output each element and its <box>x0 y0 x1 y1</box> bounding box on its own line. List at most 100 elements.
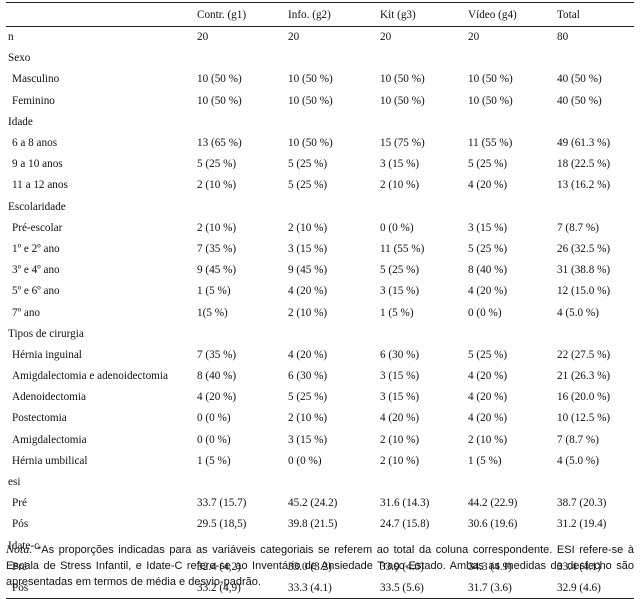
table-cell: 4 (20 %) <box>288 285 328 298</box>
table-cell: 4 (20 %) <box>468 391 508 404</box>
table-cell: 10 (50 %) <box>468 94 513 107</box>
table-cell: 7 (35 %) <box>197 348 237 361</box>
table-cell: 2 (10 %) <box>288 306 328 319</box>
column-header: Contr. (g1) <box>197 8 247 21</box>
table-cell: 20 <box>468 31 480 44</box>
table-cell: 10 (50 %) <box>288 94 333 107</box>
row-label: 11 a 12 anos <box>12 179 68 192</box>
table-cell: 13 (65 %) <box>197 137 242 150</box>
table-cell: 1 (5 %) <box>197 285 231 298</box>
table-cell <box>284 471 376 492</box>
table-cell <box>553 196 634 217</box>
table-cell: 10 (50 %) <box>288 73 333 86</box>
table-cell <box>553 111 634 132</box>
column-header: Info. (g2) <box>288 8 331 21</box>
table-cell: 20 <box>380 31 392 44</box>
table-cell <box>553 471 634 492</box>
table-cell: 6 (30 %) <box>380 348 420 361</box>
table-row: 7º ano 1(5 %) 2 (10 %) 1 (5 %) 0 (0 %) 4 (5.0… <box>6 302 634 323</box>
row-label: Pós <box>12 518 29 531</box>
table-cell: 39.8 (21.5) <box>288 518 338 531</box>
table-cell: 9 (45 %) <box>197 264 237 277</box>
column-header: Total <box>557 8 580 21</box>
table-cell: 49 (61.3 %) <box>557 137 611 150</box>
table-cell: 2 (10 %) <box>380 433 420 446</box>
table-cell: 1 (5 %) <box>468 454 502 467</box>
table-cell: 3 (15 %) <box>380 370 420 383</box>
table-cell: 10 (50 %) <box>380 94 425 107</box>
table-cell: 3 (15 %) <box>380 285 420 298</box>
table-row: Pré-escolar 2 (10 %) 2 (10 %) 0 (0 %) 3 (15 … <box>6 217 634 238</box>
table-cell <box>464 323 553 344</box>
table-cell: 34.3 (4.9) <box>468 560 512 573</box>
table-row: Feminino 10 (50 %) 10 (50 %) 10 (50 %) 10 (5… <box>6 90 634 111</box>
table-cell: 10 (50 %) <box>197 73 242 86</box>
table-cell: 0 (0 %) <box>468 306 502 319</box>
table-cell: 31.6 (14.3) <box>380 497 430 510</box>
table-cell: 4 (20 %) <box>380 412 420 425</box>
table-cell <box>193 323 284 344</box>
table-cell: 3 (15 %) <box>288 242 328 255</box>
table-cell: 2 (10 %) <box>468 433 508 446</box>
table-cell: 40 (50 %) <box>557 94 602 107</box>
table-row: Hérnia umbilical 1 (5 %) 0 (0 %) 2 (10 %) 1 … <box>6 450 634 471</box>
table-cell <box>464 48 553 69</box>
row-label: Amigdalectomia <box>12 433 87 446</box>
table-cell: 10 (12.5 %) <box>557 412 611 425</box>
table-row: Idade <box>6 111 634 132</box>
table-cell: 2 (10 %) <box>197 179 237 192</box>
table-cell: 7 (35 %) <box>197 242 237 255</box>
table-row: esi <box>6 471 634 492</box>
table-cell: 32.4 (4,2) <box>197 560 241 573</box>
row-label: Hérnia umbilical <box>12 454 88 467</box>
column-header <box>6 3 193 27</box>
table-row: Amigdalectomia 0 (0 %) 3 (15 %) 2 (10 %) 2 (… <box>6 429 634 450</box>
table-cell: 6 (30 %) <box>288 370 328 383</box>
table-cell: 0 (0 %) <box>288 454 322 467</box>
table-cell: 5 (25 %) <box>468 348 508 361</box>
table-cell: 16 (20.0 %) <box>557 391 611 404</box>
table-cell: 11 (55 %) <box>468 137 513 150</box>
table-row: Masculino 10 (50 %) 10 (50 %) 10 (50 %) 10 (… <box>6 69 634 90</box>
table-cell: 1 (5 %) <box>197 454 231 467</box>
table-cell: 22 (27.5 %) <box>557 348 611 361</box>
table-cell: 4 (20 %) <box>288 348 328 361</box>
table-cell: 5 (25 %) <box>380 264 420 277</box>
table-cell: 44.2 (22.9) <box>468 497 518 510</box>
table-cell: 32.9 (4.6) <box>557 581 601 594</box>
table-cell: 5 (25 %) <box>468 158 508 171</box>
table-cell: 20 <box>197 31 209 44</box>
table-cell <box>376 471 464 492</box>
row-label: Sexo <box>8 52 31 65</box>
table-row: Tipos de cirurgia <box>6 323 634 344</box>
table-cell: 7 (8.7 %) <box>557 221 599 234</box>
table-cell: 26 (32.5 %) <box>557 242 611 255</box>
table-row: Adenoidectomia 4 (20 %) 5 (25 %) 3 (15 %) 4 … <box>6 387 634 408</box>
table-row: Pré 32.4 (4,2) 33.0 (3.2) 33.9 (4.0) 34.3 (4… <box>6 556 634 577</box>
row-label: Escolaridade <box>8 200 66 213</box>
table-cell: 33.7 (15.7) <box>197 497 247 510</box>
row-label: Postectomia <box>12 412 67 425</box>
row-label: Pré <box>12 560 27 573</box>
table-cell: 80 <box>557 31 569 44</box>
table-cell: 31.7 (3.6) <box>468 581 512 594</box>
row-label: Feminino <box>12 94 55 107</box>
table-cell: 4 (5.0 %) <box>557 306 599 319</box>
table-cell: 4 (20 %) <box>197 391 237 404</box>
table-row: Postectomia 0 (0 %) 2 (10 %) 4 (20 %) 4 (20 … <box>6 408 634 429</box>
table-row: Idate-c <box>6 535 634 556</box>
table-cell: 12 (15.0 %) <box>557 285 611 298</box>
table-cell: 13 (16.2 %) <box>557 179 611 192</box>
table-cell: 0 (0 %) <box>197 412 231 425</box>
table-note: Nota. *As proporções indicadas para as v… <box>6 541 634 590</box>
table-row: 11 a 12 anos 2 (10 %) 5 (25 %) 2 (10 %) 4 (2… <box>6 175 634 196</box>
table-cell <box>464 471 553 492</box>
table-cell: 5 (25 %) <box>288 179 328 192</box>
table-cell: 4 (5.0 %) <box>557 454 599 467</box>
table-cell: 0 (0 %) <box>197 433 231 446</box>
table-cell <box>376 48 464 69</box>
table-cell <box>193 111 284 132</box>
table-row: 9 a 10 anos 5 (25 %) 5 (25 %) 3 (15 %) 5 (25… <box>6 154 634 175</box>
table-cell <box>284 323 376 344</box>
row-label: Amigdalectomia e adenoidectomia <box>12 370 168 383</box>
